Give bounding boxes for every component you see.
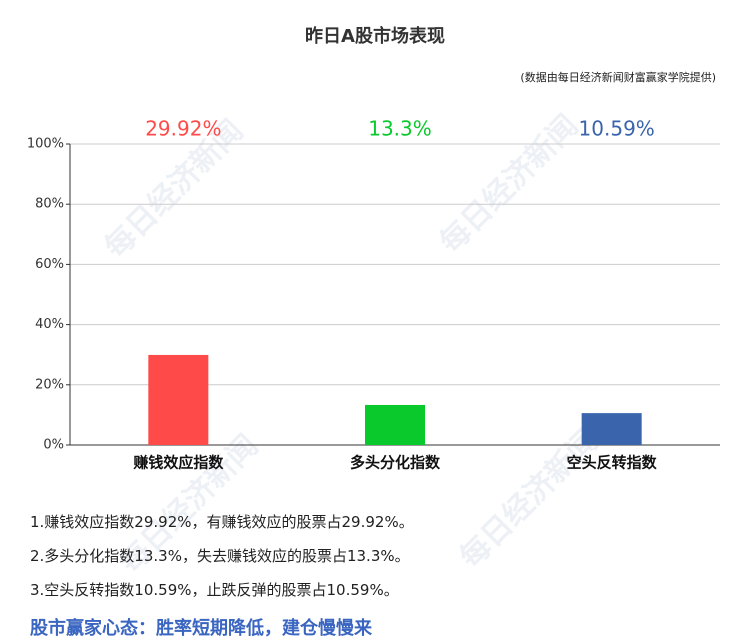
y-tick-label: 100% [27, 137, 64, 152]
value-label: 10.59% [579, 117, 655, 141]
footer: 股市赢家心态：胜率短期降低，建仓慢慢来 [30, 618, 372, 639]
note: 2.多头分化指数13.3%，失去赚钱效应的股票占13.3%。 [30, 547, 410, 565]
note: 3.空头反转指数10.59%，止跌反弹的股票占10.59%。 [30, 581, 399, 599]
y-tick-label: 60% [35, 257, 64, 272]
watermark: 每日经济新闻 [433, 108, 585, 260]
y-tick-label: 40% [35, 317, 64, 332]
value-label: 13.3% [368, 117, 432, 141]
x-tick-label: 赚钱效应指数 [132, 454, 224, 472]
chart-subtitle: (数据由每日经济新闻财富赢家学院提供) [520, 70, 716, 84]
note: 1.赚钱效应指数29.92%，有赚钱效应的股票占29.92%。 [30, 513, 414, 531]
y-tick-label: 0% [43, 438, 64, 453]
value-label: 29.92% [145, 117, 221, 141]
x-tick-label: 空头反转指数 [567, 454, 658, 472]
x-tick-label: 多头分化指数 [350, 454, 441, 472]
bar [148, 354, 209, 445]
watermark: 每日经济新闻 [453, 423, 605, 575]
bar [365, 404, 425, 445]
chart-title: 昨日A股市场表现 [305, 25, 445, 47]
bar [581, 413, 642, 445]
y-tick-label: 20% [35, 377, 64, 392]
y-tick-label: 80% [35, 197, 64, 212]
